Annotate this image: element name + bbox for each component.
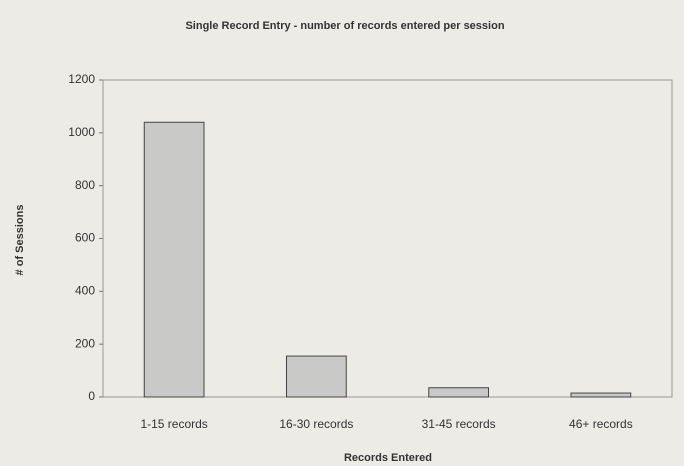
bar: [570, 392, 632, 398]
x-axis-title: Records Entered: [344, 452, 432, 464]
bar: [428, 387, 489, 398]
bar: [143, 121, 205, 398]
y-tick-label: 600: [75, 231, 95, 245]
y-tick-label: 1200: [68, 72, 95, 86]
y-tick-label: 200: [75, 336, 95, 350]
y-tick-label: 400: [75, 284, 95, 298]
bar: [286, 355, 347, 398]
y-axis-title: # of Sessions: [14, 205, 26, 276]
chart-title: Single Record Entry - number of records …: [185, 20, 504, 32]
x-tick-label: 46+ records: [569, 417, 633, 431]
y-tick-label: 1000: [68, 125, 95, 139]
y-tick-label: 800: [75, 178, 95, 192]
y-tick-label: 0: [88, 389, 95, 403]
x-tick-label: 31-45 records: [422, 417, 496, 431]
x-tick-label: 16-30 records: [279, 417, 353, 431]
x-tick-label: 1-15 records: [140, 417, 207, 431]
